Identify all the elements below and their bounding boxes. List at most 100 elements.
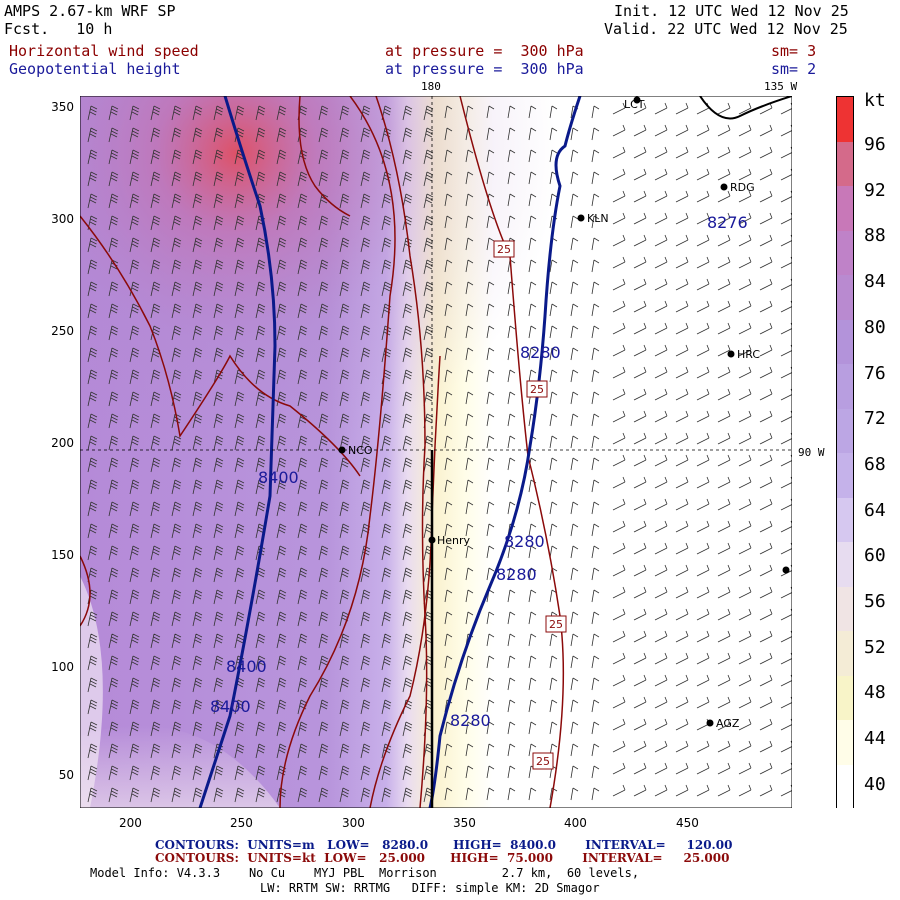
wind-barb xyxy=(528,655,537,669)
wind-barb xyxy=(150,699,161,715)
wind-barb xyxy=(591,193,600,207)
wind-barb xyxy=(192,633,203,649)
wind-barb xyxy=(213,655,224,671)
wind-barb xyxy=(612,168,626,181)
wind-barb xyxy=(318,149,329,165)
speed-contour-50 xyxy=(375,96,428,808)
wind-barb xyxy=(591,721,600,735)
wind-barb xyxy=(675,432,689,445)
wind-barb xyxy=(276,457,287,473)
wind-barb xyxy=(717,278,731,291)
wind-barb xyxy=(171,413,182,429)
wind-barb xyxy=(738,586,752,599)
wind-barb xyxy=(570,589,579,603)
wind-barb xyxy=(360,215,371,231)
wind-barb xyxy=(339,787,350,803)
wind-barb xyxy=(276,281,287,297)
wind-barb xyxy=(612,278,626,291)
wind-barb xyxy=(549,501,558,515)
colorbar-swatch xyxy=(837,631,853,676)
wind-barb xyxy=(276,391,287,407)
wind-barb xyxy=(675,322,689,335)
wind-barb xyxy=(759,740,773,753)
wind-barb xyxy=(87,105,98,121)
wind-barb xyxy=(675,344,689,357)
wind-barb xyxy=(255,479,266,495)
wind-barb xyxy=(150,545,161,561)
wind-barb xyxy=(213,193,224,209)
wind-barb xyxy=(255,149,266,165)
wind-barb xyxy=(192,391,203,407)
wind-barb xyxy=(465,545,474,559)
wind-barb xyxy=(486,259,495,273)
wind-barb xyxy=(213,633,224,649)
wind-barb xyxy=(570,501,579,515)
wind-barb xyxy=(612,674,626,687)
wind-barb xyxy=(276,127,287,143)
wind-barb xyxy=(717,190,731,203)
wind-barb xyxy=(696,278,710,291)
colorbar-label: 52 xyxy=(864,636,886,658)
wind-barb xyxy=(276,545,287,561)
wind-barb xyxy=(171,765,182,781)
wind-barb xyxy=(633,652,647,665)
wind-barb xyxy=(87,655,98,671)
wind-barb xyxy=(444,347,453,361)
wind-barb xyxy=(360,567,371,583)
field1-name: Horizontal wind speed xyxy=(9,42,199,60)
wind-barb xyxy=(612,520,626,533)
wind-barb xyxy=(549,721,558,735)
wind-barb xyxy=(633,498,647,511)
wind-barb xyxy=(381,479,392,495)
wind-barb xyxy=(738,718,752,731)
wind-barb xyxy=(402,435,413,451)
wind-barb xyxy=(654,718,668,731)
wind-barb xyxy=(507,633,516,647)
wind-barb xyxy=(780,652,792,665)
speed-label-box-b xyxy=(526,380,548,398)
wind-barb xyxy=(759,476,773,489)
wind-barb xyxy=(276,149,287,165)
wind-barb xyxy=(213,303,224,319)
wind-barb xyxy=(402,391,413,407)
wind-barb xyxy=(339,259,350,275)
wind-barb xyxy=(339,303,350,319)
wind-barb xyxy=(654,102,668,115)
wind-barb xyxy=(696,784,710,797)
wind-barb xyxy=(87,765,98,781)
wind-barb xyxy=(717,630,731,643)
wind-barb xyxy=(360,633,371,649)
wind-barb xyxy=(507,611,516,625)
wind-barb xyxy=(276,611,287,627)
wind-barb xyxy=(423,215,434,231)
wind-barb xyxy=(633,212,647,225)
wind-barb xyxy=(612,256,626,269)
wind-barb xyxy=(213,589,224,605)
wind-barb xyxy=(444,523,453,537)
height-label-8400-b: 8400 xyxy=(226,657,267,676)
colorbar-swatch xyxy=(837,230,853,275)
wind-barb xyxy=(402,721,413,737)
wind-barb xyxy=(465,171,474,185)
wind-barb xyxy=(423,127,434,143)
wind-barb xyxy=(549,479,558,493)
wind-barb xyxy=(213,391,224,407)
wind-barb xyxy=(213,721,224,737)
wind-barb xyxy=(486,347,495,361)
wind-barb xyxy=(192,523,203,539)
wind-barb xyxy=(486,369,495,383)
wind-barb xyxy=(297,435,308,451)
wind-barb xyxy=(570,611,579,625)
wind-barb xyxy=(150,413,161,429)
wind-barb xyxy=(276,369,287,385)
wind-barb xyxy=(528,677,537,691)
colorbar-swatch xyxy=(837,319,853,364)
wind-barb xyxy=(738,366,752,379)
wind-barb xyxy=(234,765,245,781)
wind-barb xyxy=(654,388,668,401)
wind-barb xyxy=(780,190,792,203)
wind-barb xyxy=(717,322,731,335)
wind-barb xyxy=(318,501,329,517)
wind-barb xyxy=(381,765,392,781)
wind-barb xyxy=(234,303,245,319)
